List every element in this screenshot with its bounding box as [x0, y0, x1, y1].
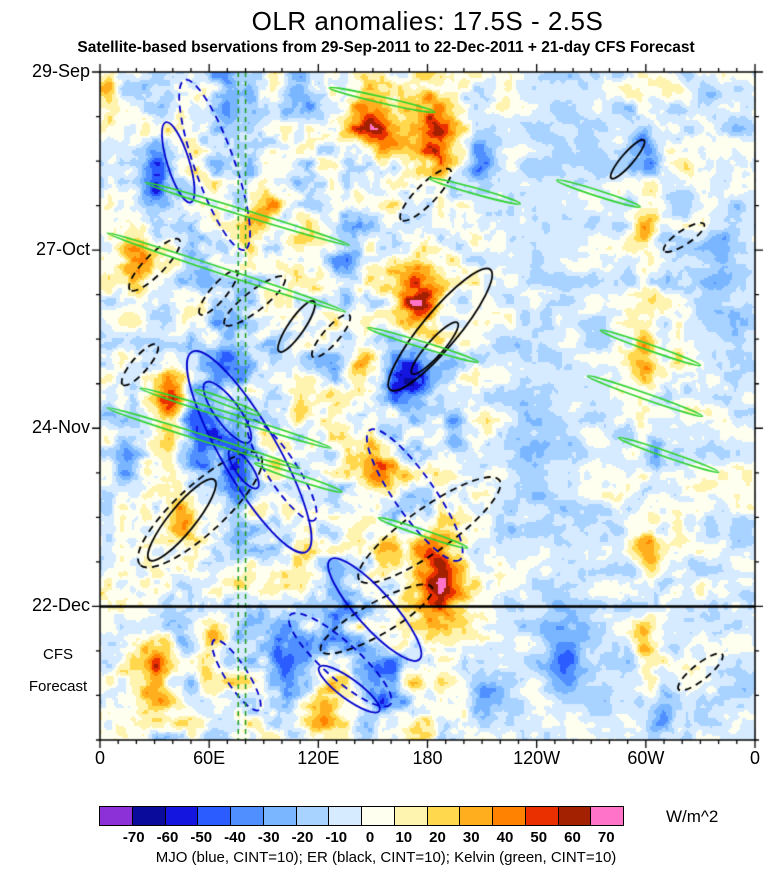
y-tick-label: 22-Dec — [31, 595, 90, 616]
colorbar-tick-label: 50 — [530, 829, 548, 846]
colorbar-segment — [230, 806, 264, 826]
colorbar-segment — [557, 806, 592, 826]
legend-caption: MJO (blue, CINT=10); ER (black, CINT=10)… — [155, 849, 617, 866]
colorbar-tick-label: 0 — [365, 829, 375, 846]
x-tick-label: 120W — [513, 748, 561, 768]
x-tick-label: 120E — [297, 748, 340, 768]
colorbar-segment — [262, 806, 297, 826]
colorbar-segment — [99, 806, 133, 826]
colorbar-tick-label: 60 — [564, 829, 581, 846]
colorbar-segment — [328, 806, 362, 826]
colorbar-tick-label: -10 — [325, 829, 348, 846]
x-tick-label: 0 — [749, 748, 760, 768]
forecast-label-line1: CFS — [43, 646, 73, 663]
colorbar-tick-label: -70 — [122, 829, 145, 846]
y-tick-label: 24-Nov — [31, 417, 90, 438]
x-tick-label: 180 — [412, 748, 443, 768]
chart-title: OLR anomalies: 17.5S - 2.5S — [251, 6, 604, 36]
colorbar-segment — [524, 806, 559, 826]
colorbar-tick-label: 40 — [496, 829, 514, 846]
colorbar — [99, 806, 624, 826]
colorbar-segment — [426, 806, 461, 826]
x-tick-label: 60W — [627, 748, 665, 768]
colorbar-tick-label: -20 — [291, 829, 314, 846]
forecast-label-line2: Forecast — [28, 678, 88, 695]
colorbar-tick-label: 30 — [462, 829, 480, 846]
colorbar-segment — [295, 806, 330, 826]
y-tick-label: 29-Sep — [31, 61, 90, 81]
colorbar-segment — [459, 806, 493, 826]
colorbar-segment — [492, 806, 526, 826]
x-tick-label: 0 — [94, 748, 105, 768]
colorbar-tick-label: -40 — [224, 829, 246, 846]
colorbar-segment — [131, 806, 166, 826]
colorbar-tick-label: -50 — [190, 829, 213, 846]
y-tick-label: 27-Oct — [35, 239, 90, 260]
hovmoller-canvas — [0, 58, 772, 758]
colorbar-segment — [197, 806, 231, 826]
colorbar-units-label: W/m^2 — [666, 807, 719, 826]
colorbar-segment — [590, 806, 624, 826]
colorbar-tick-label: 10 — [395, 829, 413, 846]
colorbar-segment — [393, 806, 428, 826]
colorbar-tick-label: -60 — [156, 829, 179, 846]
colorbar-tick-label: -30 — [257, 829, 280, 846]
colorbar-tick-label: 70 — [597, 829, 615, 846]
colorbar-segment — [164, 806, 199, 826]
chart-subtitle: Satellite-based bservations from 29-Sep-… — [77, 39, 695, 56]
x-tick-label: 60E — [193, 748, 226, 768]
colorbar-segment — [361, 806, 395, 826]
colorbar-tick-label: 20 — [429, 829, 446, 846]
